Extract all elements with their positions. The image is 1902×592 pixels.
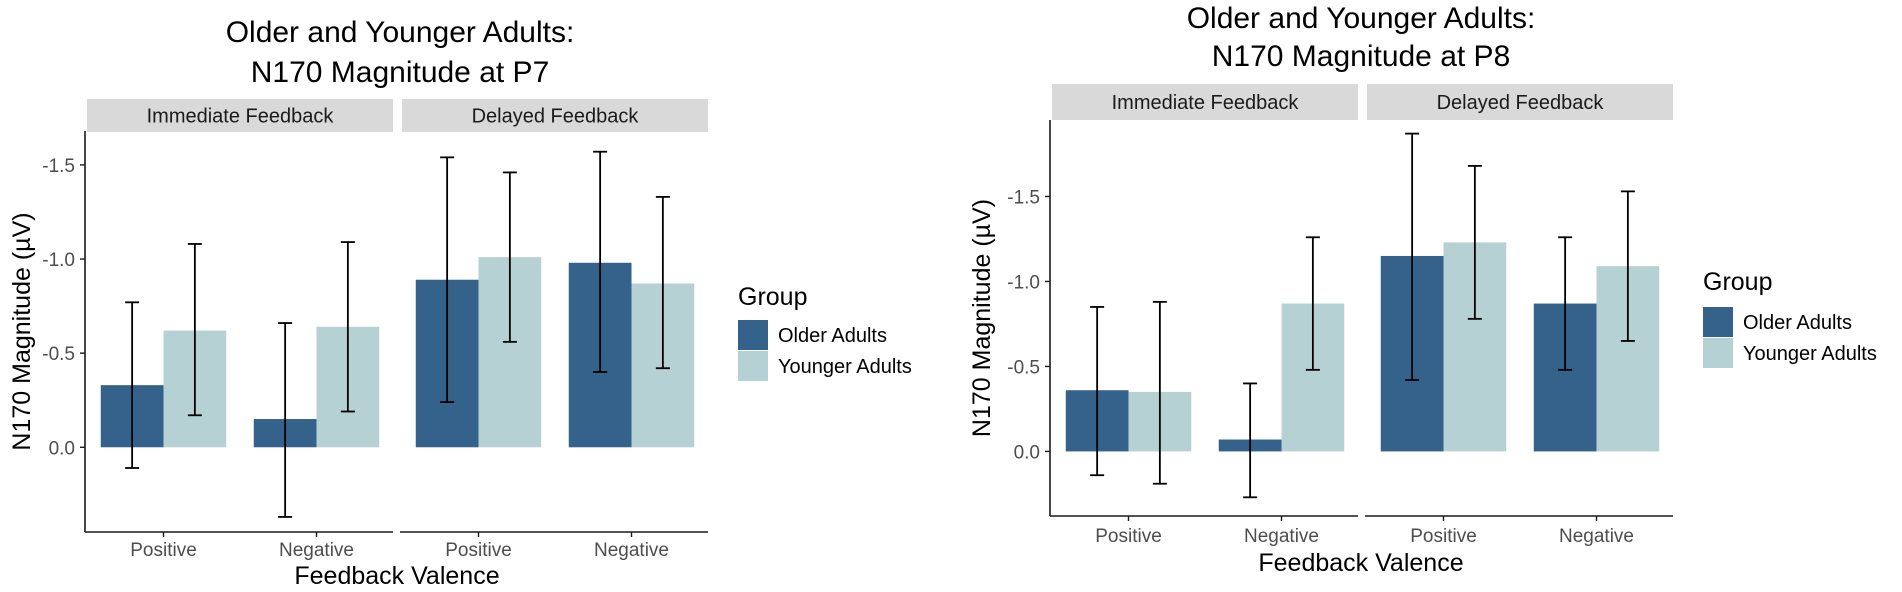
y-tick-label: 0.0 xyxy=(49,438,75,459)
error-bar-younger-adults xyxy=(655,195,670,370)
error-bar-older-adults xyxy=(1558,236,1573,371)
legend-title: Group xyxy=(1703,268,1772,296)
y-tick-label: -1.0 xyxy=(42,250,75,271)
error-bar-older-adults xyxy=(125,301,140,469)
facet-strip-label: Delayed Feedback xyxy=(1437,92,1605,114)
y-tick-label: -1.5 xyxy=(42,156,75,177)
x-tick-label: Positive xyxy=(1095,526,1162,547)
chart-title-line: Older and Younger Adults: xyxy=(226,16,575,49)
panel-delayed-feedback: Delayed Feedback Positive Negative xyxy=(400,99,708,561)
legend-key-older-adults xyxy=(1703,307,1733,337)
error-bar-younger-adults xyxy=(1152,300,1167,485)
legend-key-younger-adults xyxy=(1703,338,1733,368)
y-tick-label: -1.5 xyxy=(1007,187,1040,208)
facet-strip-label: Immediate Feedback xyxy=(147,106,335,128)
chart-title-line: Older and Younger Adults: xyxy=(1187,2,1536,35)
error-bar-younger-adults xyxy=(502,171,517,343)
legend-key-younger-adults xyxy=(738,351,768,381)
x-tick-label: Negative xyxy=(1244,526,1319,547)
legend-label-younger-adults: Younger Adults xyxy=(778,356,912,378)
y-axis-label: N170 Magnitude (µV) xyxy=(8,212,36,450)
facet-strip xyxy=(87,99,393,132)
x-tick-label: Negative xyxy=(594,540,669,561)
chart-p7: Older and Younger Adults: N170 Magnitude … xyxy=(8,16,912,590)
panel-delayed-feedback: Delayed Feedback Positive Negative xyxy=(1365,84,1673,547)
x-axis-label: Feedback Valence xyxy=(294,562,499,590)
x-tick-label: Positive xyxy=(1410,526,1477,547)
facet-strip-label: Immediate Feedback xyxy=(1112,92,1300,114)
legend-key-older-adults xyxy=(738,320,768,350)
chart-title-line: N170 Magnitude at P7 xyxy=(251,56,550,89)
x-tick-label: Negative xyxy=(279,540,354,561)
x-tick-label: Positive xyxy=(130,540,197,561)
error-bar-older-adults xyxy=(593,150,608,373)
error-bar-older-adults xyxy=(278,322,293,518)
legend-label-younger-adults: Younger Adults xyxy=(1743,343,1877,365)
y-tick-label: 0.0 xyxy=(1014,442,1040,463)
x-tick-label: Positive xyxy=(445,540,512,561)
legend-title: Group xyxy=(738,283,807,311)
legend-label-older-adults: Older Adults xyxy=(1743,312,1852,334)
error-bar-older-adults xyxy=(1405,132,1420,381)
legend-label-older-adults: Older Adults xyxy=(778,325,887,347)
y-tick-label: -1.0 xyxy=(1007,272,1040,293)
error-bar-younger-adults xyxy=(340,241,355,413)
y-tick-label: -0.5 xyxy=(42,344,75,365)
error-bar-younger-adults xyxy=(1305,236,1320,371)
error-bar-younger-adults xyxy=(187,243,202,417)
panel-immediate-feedback: Immediate Feedback Positive Negative xyxy=(1050,84,1358,547)
y-axis-label: N170 Magnitude (µV) xyxy=(968,199,996,437)
error-bar-older-adults xyxy=(1243,382,1258,499)
error-bar-younger-adults xyxy=(1467,164,1482,320)
error-bar-older-adults xyxy=(440,156,455,403)
x-tick-label: Negative xyxy=(1559,526,1634,547)
legend: Group Older Adults Younger Adults xyxy=(738,283,912,381)
x-axis-label: Feedback Valence xyxy=(1258,549,1463,577)
facet-strip xyxy=(1367,84,1673,120)
panel-immediate-feedback: Immediate Feedback Positive Negative xyxy=(85,99,393,561)
error-bar-younger-adults xyxy=(1620,190,1635,342)
chart-p8: Older and Younger Adults: N170 Magnitude … xyxy=(968,2,1877,577)
legend: Group Older Adults Younger Adults xyxy=(1703,268,1877,368)
y-tick-label: -0.5 xyxy=(1007,357,1040,378)
facet-strip xyxy=(402,99,708,132)
facet-strip-label: Delayed Feedback xyxy=(472,106,640,128)
error-bar-older-adults xyxy=(1090,306,1105,477)
facet-strip xyxy=(1052,84,1358,120)
chart-title-line: N170 Magnitude at P8 xyxy=(1212,40,1511,73)
